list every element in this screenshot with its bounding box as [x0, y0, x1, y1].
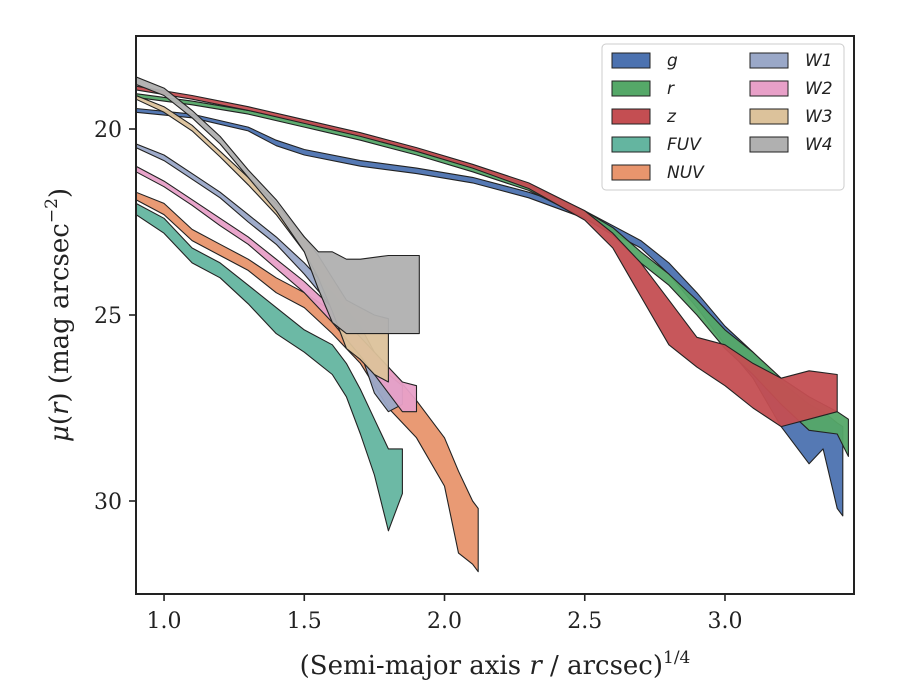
axis-ticks: 1.0 1.5 2.0 2.5 3.0 20 25 30	[94, 118, 742, 634]
legend-label-w2: W2	[805, 79, 833, 99]
legend-swatch-w3	[749, 108, 789, 125]
legend-swatch-w2	[749, 80, 789, 97]
legend-swatch-r	[611, 80, 651, 97]
legend-label-nuv: NUV	[667, 163, 705, 183]
legend-label-z: z	[666, 107, 677, 127]
x-tick-label: 3.0	[707, 609, 742, 634]
series-band-nuv	[136, 191, 479, 573]
y-tick-label: 25	[94, 304, 122, 329]
legend-swatch-w4	[749, 136, 789, 153]
legend-label-fuv: FUV	[667, 135, 702, 155]
legend-swatch-nuv	[611, 164, 651, 181]
legend-label-w3: W3	[805, 107, 833, 127]
legend-swatch-z	[611, 108, 651, 125]
x-tick-label: 1.5	[287, 609, 322, 634]
legend-swatch-fuv	[611, 136, 651, 153]
y-axis-label: μ(r) (mag arcsec−2)	[42, 188, 75, 442]
series-band-fuv	[136, 202, 403, 532]
plot-area	[136, 76, 849, 573]
x-tick-label: 1.0	[147, 609, 182, 634]
plot-frame	[135, 35, 855, 595]
legend-label-w1: W1	[805, 51, 833, 71]
series-band-w2	[136, 165, 418, 413]
legend-label-w4: W4	[805, 135, 833, 155]
legend-label-r: r	[667, 79, 675, 99]
legend-label-g: g	[667, 51, 678, 71]
legend-swatch-g	[611, 52, 651, 69]
legend-swatch-w1	[749, 52, 789, 69]
x-tick-label: 2.0	[427, 609, 462, 634]
series-band-w4	[136, 76, 420, 335]
series-band-z	[136, 85, 838, 428]
x-tick-label: 2.5	[567, 609, 602, 634]
x-axis-label: (Semi-major axis r / arcsec)1/4	[300, 648, 691, 681]
legend: grz FUV NUV W1 W2 W3 W4	[601, 43, 845, 191]
y-tick-label: 30	[94, 490, 122, 515]
y-tick-label: 20	[94, 118, 122, 143]
